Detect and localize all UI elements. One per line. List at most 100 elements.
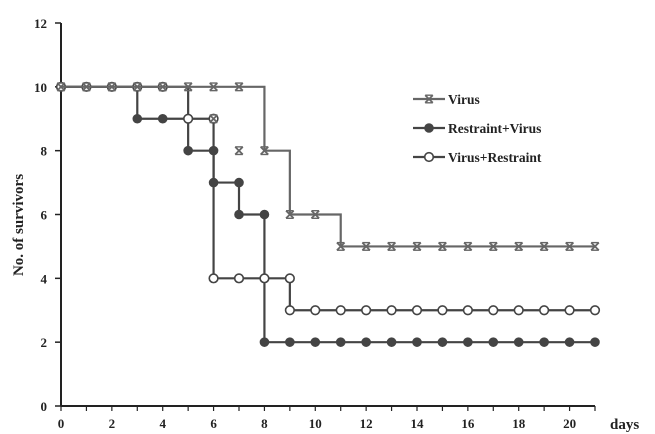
open-circle-marker [411, 305, 423, 316]
open-circle-marker [437, 305, 448, 316]
legend-label: Virus [448, 92, 480, 107]
open-circle-marker [183, 113, 194, 124]
open-circle-marker [335, 305, 346, 316]
cross-stroke [488, 241, 498, 251]
filled-circle-marker [285, 337, 295, 347]
cross-stroke [285, 210, 295, 219]
filled-circle-marker [259, 209, 270, 220]
cross-marker [234, 146, 244, 156]
open-circle-marker [513, 305, 524, 316]
filled-circle-marker [234, 177, 244, 188]
x-tick-label: 14 [411, 416, 425, 431]
filled-circle-marker [513, 337, 524, 347]
cross-marker [539, 241, 549, 251]
open-circle-marker [233, 273, 245, 284]
x-tick-label: 18 [512, 416, 526, 431]
cross-marker [310, 209, 320, 220]
cross-marker [56, 82, 66, 92]
cross-stroke [336, 241, 346, 251]
cross-marker [514, 241, 524, 251]
cross-stroke [56, 82, 66, 92]
cross-stroke [437, 241, 447, 251]
cross-marker [132, 82, 142, 92]
cross-stroke [424, 94, 434, 104]
open-circle-marker [564, 305, 575, 316]
y-tick-label: 6 [41, 208, 48, 223]
filled-circle-marker [412, 337, 422, 347]
cross-stroke [107, 82, 117, 92]
cross-stroke [539, 241, 549, 251]
filled-circle-marker [157, 113, 168, 124]
cross-marker [107, 82, 117, 92]
cross-marker [81, 82, 91, 92]
cross-stroke [81, 82, 91, 92]
legend-label: Virus+Restraint [448, 150, 542, 165]
cross-stroke [259, 146, 269, 156]
open-circle-marker [284, 273, 295, 284]
open-circle-marker [589, 305, 601, 316]
x-tick-label: 8 [261, 416, 268, 431]
series-virus [56, 82, 600, 251]
filled-circle-marker [183, 145, 193, 156]
x-tick-label: 16 [461, 416, 475, 431]
open-circle-marker [423, 151, 435, 163]
filled-circle-marker [386, 337, 397, 347]
y-tick-label: 10 [34, 80, 47, 95]
series-line [61, 85, 595, 248]
cross-marker [412, 241, 422, 251]
cross-marker [234, 82, 244, 92]
filled-circle-marker [234, 209, 244, 220]
filled-circle-marker [463, 337, 473, 347]
cross-stroke [183, 82, 193, 92]
open-circle-marker [386, 305, 397, 316]
legend-label: Restraint+Virus [448, 121, 541, 136]
filled-circle-marker [335, 337, 346, 347]
filled-circle-marker [424, 123, 434, 133]
cross-marker [158, 82, 168, 92]
series-layer [55, 81, 601, 347]
x-tick-label: 2 [109, 416, 116, 431]
cross-marker [183, 82, 193, 92]
cross-stroke [234, 82, 244, 92]
y-tick-label: 0 [41, 399, 48, 414]
x-tick-label: 20 [563, 416, 576, 431]
filled-circle-marker [488, 337, 499, 347]
cross-stroke [463, 241, 473, 251]
y-tick-label: 8 [41, 144, 48, 159]
filled-circle-marker [564, 337, 575, 347]
filled-circle-marker [259, 337, 270, 347]
cross-stroke [412, 241, 422, 251]
legend-item: Virus [413, 92, 480, 107]
open-circle-marker [462, 305, 473, 316]
open-circle-marker [259, 273, 270, 284]
open-circle-marker [208, 273, 219, 284]
legend-item: Virus+Restraint [413, 150, 542, 165]
cross-marker [209, 82, 219, 92]
y-tick-label: 2 [41, 335, 48, 350]
cross-marker [590, 241, 600, 251]
cross-stroke [209, 82, 219, 92]
cross-stroke [387, 241, 397, 251]
cross-marker [424, 94, 434, 104]
legend-item: Restraint+Virus [413, 121, 541, 136]
x-tick-label: 0 [58, 416, 65, 431]
cross-stroke [132, 82, 142, 92]
filled-circle-marker [590, 337, 600, 347]
x-tick-label: 10 [309, 416, 322, 431]
cross-stroke [158, 82, 168, 92]
cross-marker [565, 241, 575, 251]
axes: 0 2 4 6 8 10 12 0 2 4 6 8 10 12 14 16 18 20 [34, 16, 596, 431]
cross-marker [209, 114, 219, 124]
cross-stroke [234, 146, 244, 156]
cross-marker [361, 241, 371, 251]
cross-marker [285, 209, 295, 220]
cross-stroke [565, 241, 575, 251]
filled-circle-marker [539, 337, 549, 347]
cross-marker [259, 146, 269, 156]
filled-circle-marker [437, 337, 448, 347]
cross-marker [336, 241, 346, 251]
x-axis-title: days [610, 417, 639, 433]
cross-stroke [209, 114, 219, 124]
cross-stroke [590, 241, 600, 251]
